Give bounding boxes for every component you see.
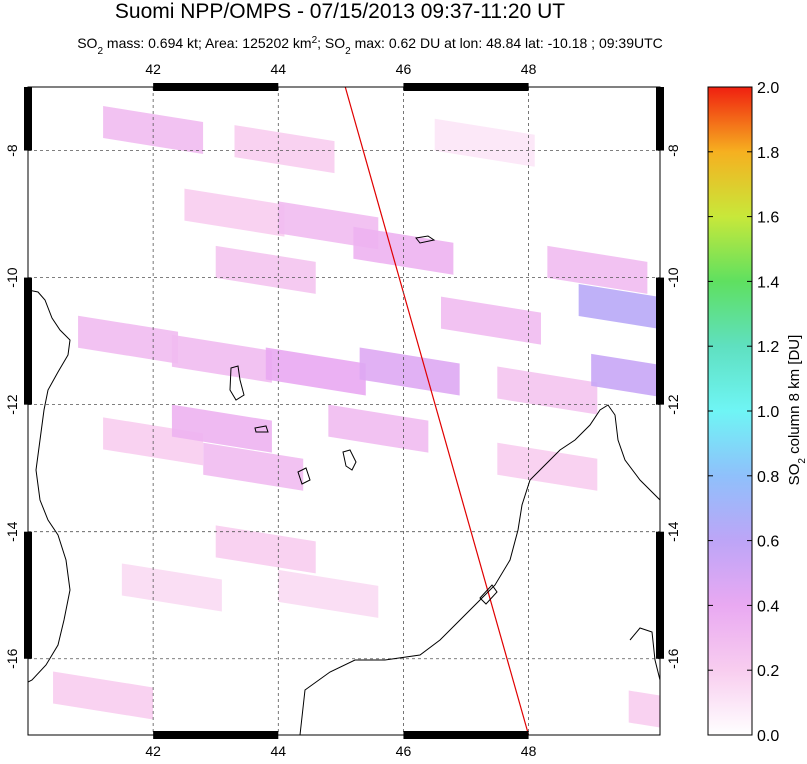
x-tick-label: 44	[271, 61, 287, 77]
colorbar-label: SO2 column 8 km [DU]	[786, 335, 807, 486]
y-tick-label: -10	[665, 267, 681, 287]
colorbar-tick-label: 1.6	[757, 210, 779, 227]
x-tick-label: 46	[396, 743, 412, 759]
x-tick-label: 42	[145, 743, 161, 759]
colorbar-tick-label: 1.8	[757, 145, 779, 162]
colorbar: 0.0 0.2 0.4 0.6 0.8 1.0 1.2 1.4 1.6 1.8 2.0	[708, 80, 779, 745]
colorbar-tick-label: 1.4	[757, 274, 779, 291]
y-tick-label: -12	[4, 394, 20, 414]
text-part: SO	[786, 464, 803, 486]
colorbar-tick-label: 1.0	[757, 404, 779, 421]
text-part: column 8 km [DU]	[786, 335, 803, 458]
y-tick-label: -16	[665, 648, 681, 668]
y-tick-label: -8	[4, 144, 20, 157]
y-tick-label: -10	[4, 267, 20, 287]
colorbar-tick-label: 0.6	[757, 534, 779, 551]
y-tick-label: -14	[665, 521, 681, 541]
text-part: max: 0.62 DU at lon: 48.84 lat: -10.18 ;…	[351, 35, 663, 51]
y-tick-label: -14	[4, 521, 20, 541]
colorbar-tick-label: 0.4	[757, 598, 779, 615]
x-tick-label: 46	[396, 61, 412, 77]
x-tick-label: 48	[521, 61, 537, 77]
x-tick-label: 48	[521, 743, 537, 759]
colorbar-tick-label: 0.2	[757, 663, 779, 680]
x-tick-label: 44	[271, 743, 287, 759]
colorbar-tick-label: 2.0	[757, 80, 779, 97]
y-tick-label: -12	[665, 394, 681, 414]
text-part: SO	[77, 35, 97, 51]
y-tick-label: -8	[665, 144, 681, 157]
y-tick-label: -16	[4, 648, 20, 668]
colorbar-scale	[708, 87, 752, 735]
title: Suomi NPP/OMPS - 07/15/2013 09:37-11:20 …	[115, 0, 565, 23]
colorbar-tick-label: 0.0	[757, 728, 779, 745]
colorbar-tick-label: 0.8	[757, 469, 779, 486]
colorbar-tick-label: 1.2	[757, 339, 779, 356]
subtitle: SO2 mass: 0.694 kt; Area: 125202 km2; SO…	[77, 35, 663, 57]
x-tick-label: 42	[145, 61, 161, 77]
text-part: ; SO	[317, 35, 345, 51]
text-part: mass: 0.694 kt; Area: 125202 km	[103, 35, 312, 51]
